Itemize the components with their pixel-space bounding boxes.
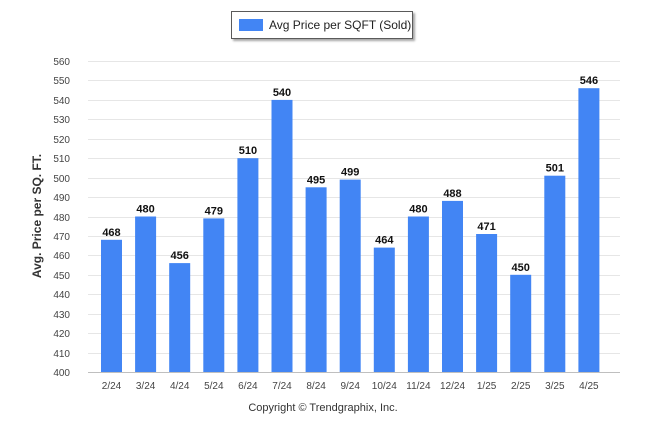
bar — [373, 247, 395, 372]
legend: Avg Price per SQFT (Sold) — [231, 11, 413, 39]
bar — [169, 263, 191, 372]
x-tick-label: 1/25 — [477, 381, 497, 392]
legend-label: Avg Price per SQFT (Sold) — [269, 18, 412, 32]
bar — [135, 216, 157, 372]
bar — [442, 200, 463, 372]
data-label: 495 — [307, 174, 325, 186]
x-tick-label: 2/25 — [511, 381, 531, 392]
y-axis-label: Avg. Price per SQ. FT. — [30, 153, 44, 279]
x-tick-label: 6/24 — [238, 381, 258, 392]
bar — [305, 187, 327, 372]
bar — [476, 234, 498, 372]
bar — [578, 88, 600, 372]
y-tick-label: 510 — [53, 154, 70, 165]
y-tick-label: 540 — [53, 96, 70, 107]
data-label: 464 — [375, 235, 394, 247]
bar — [544, 175, 566, 372]
x-tick-label: 4/24 — [170, 381, 190, 392]
y-tick-label: 400 — [53, 368, 70, 379]
y-tick-label: 430 — [53, 310, 70, 321]
y-tick-label: 440 — [53, 290, 70, 301]
bar — [203, 218, 225, 372]
y-tick-label: 520 — [53, 135, 70, 146]
legend-swatch — [239, 19, 263, 31]
bar — [271, 99, 293, 373]
bar — [237, 158, 259, 372]
y-tick-label: 450 — [53, 271, 70, 282]
bar — [101, 239, 122, 372]
x-tick-label: 2/24 — [102, 381, 122, 392]
y-tick-label: 420 — [53, 329, 70, 340]
data-label: 499 — [341, 167, 359, 179]
data-label: 479 — [205, 205, 223, 217]
y-tick-label: 550 — [53, 76, 70, 87]
data-label: 456 — [171, 250, 189, 262]
x-tick-label: 3/25 — [545, 381, 565, 392]
data-label: 488 — [443, 188, 461, 200]
data-label: 546 — [580, 75, 598, 87]
x-tick-label: 11/24 — [406, 381, 431, 392]
x-tick-label: 4/25 — [579, 381, 599, 392]
data-label: 471 — [477, 221, 495, 233]
x-tick-label: 8/24 — [306, 381, 326, 392]
y-tick-label: 500 — [53, 174, 70, 185]
y-tick-label: 490 — [53, 193, 70, 204]
x-tick-label: 3/24 — [136, 381, 156, 392]
data-label: 501 — [546, 163, 564, 175]
y-tick-label: 410 — [53, 349, 70, 360]
bar — [510, 274, 532, 372]
y-tick-label: 530 — [53, 115, 70, 126]
copyright-text: Copyright © Trendgraphix, Inc. — [248, 402, 398, 414]
bar — [407, 216, 429, 372]
data-label: 540 — [273, 87, 291, 99]
y-tick-label: 470 — [53, 232, 70, 243]
y-tick-label: 560 — [53, 57, 70, 68]
data-label: 480 — [409, 204, 427, 216]
x-tick-label: 5/24 — [204, 381, 224, 392]
data-label: 468 — [102, 227, 120, 239]
x-tick-label: 9/24 — [340, 381, 360, 392]
x-tick-label: 12/24 — [440, 381, 465, 392]
x-tick-label: 7/24 — [272, 381, 292, 392]
data-label: 450 — [512, 262, 530, 274]
x-tick-label: 10/24 — [372, 381, 397, 392]
y-tick-label: 480 — [53, 213, 70, 224]
data-label: 510 — [239, 145, 257, 157]
y-tick-label: 460 — [53, 251, 70, 262]
data-label: 480 — [136, 204, 154, 216]
bar — [339, 179, 361, 372]
